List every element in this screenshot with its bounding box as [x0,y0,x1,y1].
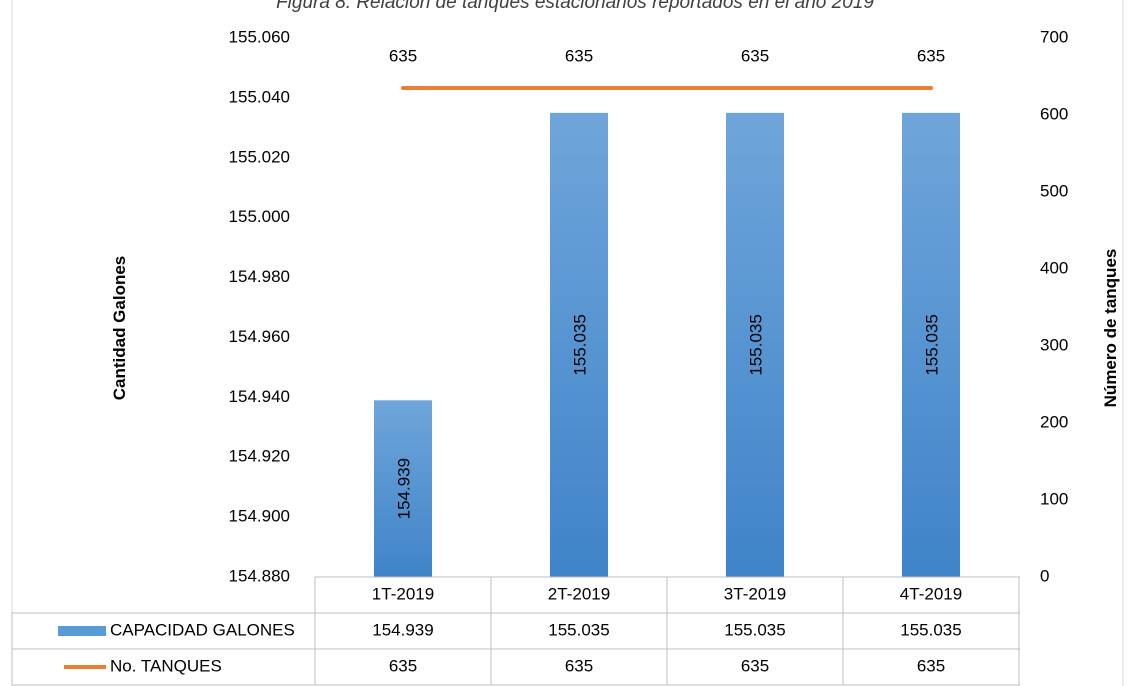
legend-label-bar: CAPACIDAD GALONES [110,620,295,639]
line-data-label: 635 [565,46,593,65]
table-cell: 154.939 [372,620,433,639]
bar [550,112,608,577]
x-category-label: 2T-2019 [548,584,610,603]
bar [902,112,960,577]
x-category-label: 1T-2019 [372,584,434,603]
bar-data-label: 155.035 [746,314,765,375]
table-cell: 155.035 [724,620,785,639]
y-left-tick-label: 154.980 [229,267,290,286]
line-data-label: 635 [917,46,945,65]
line-data-label: 635 [389,46,417,65]
y-axis-left-ticks: 155.060 155.040 155.020 155.000 154.980 154.9… [229,27,290,585]
table-cell: 635 [389,656,417,675]
table-cell: 635 [565,656,593,675]
table-cell: 155.035 [548,620,609,639]
line-data-label: 635 [741,46,769,65]
y-axis-right-ticks: 700 600 500 400 300 200 100 0 [1040,27,1068,585]
bar [374,400,432,577]
chart-title: Figura 8. Relación de tanques estacionar… [276,0,874,13]
bar-data-label: 154.939 [394,458,413,519]
y-right-tick-label: 300 [1040,335,1068,354]
legend-label-line: No. TANQUES [110,656,222,675]
y-axis-right-title: Número de tanques [1101,249,1120,408]
table-cell: 155.035 [900,620,961,639]
line-series: 635 635 635 635 [389,46,945,91]
y-axis-left-title: Cantidad Galones [110,256,129,401]
y-left-tick-label: 154.880 [229,566,290,585]
y-right-tick-label: 200 [1040,412,1068,431]
bar-data-label: 155.035 [922,314,941,375]
x-category-label: 4T-2019 [900,584,962,603]
legend-key-bar [58,626,106,636]
table-cell: 635 [917,656,945,675]
y-left-tick-label: 154.900 [229,507,290,526]
y-left-tick-label: 154.920 [229,447,290,466]
data-table: 1T-2019 2T-2019 3T-2019 4T-2019 CAPACIDAD GA… [11,576,1020,686]
y-left-tick-label: 155.040 [229,87,290,106]
x-category-label: 3T-2019 [724,584,786,603]
y-left-tick-label: 155.020 [229,147,290,166]
y-left-tick-label: 155.000 [229,207,290,226]
y-right-tick-label: 700 [1040,27,1068,46]
y-right-tick-label: 500 [1040,181,1068,200]
y-right-tick-label: 600 [1040,104,1068,123]
y-right-tick-label: 400 [1040,258,1068,277]
y-left-tick-label: 155.060 [229,27,290,46]
y-left-tick-label: 154.940 [229,387,290,406]
y-right-tick-label: 100 [1040,489,1068,508]
y-right-tick-label: 0 [1040,566,1049,585]
bar [726,112,784,577]
table-cell: 635 [741,656,769,675]
bar-series: 154.939 155.035 155.035 155.035 [374,112,960,577]
bar-data-label: 155.035 [570,314,589,375]
y-left-tick-label: 154.960 [229,327,290,346]
